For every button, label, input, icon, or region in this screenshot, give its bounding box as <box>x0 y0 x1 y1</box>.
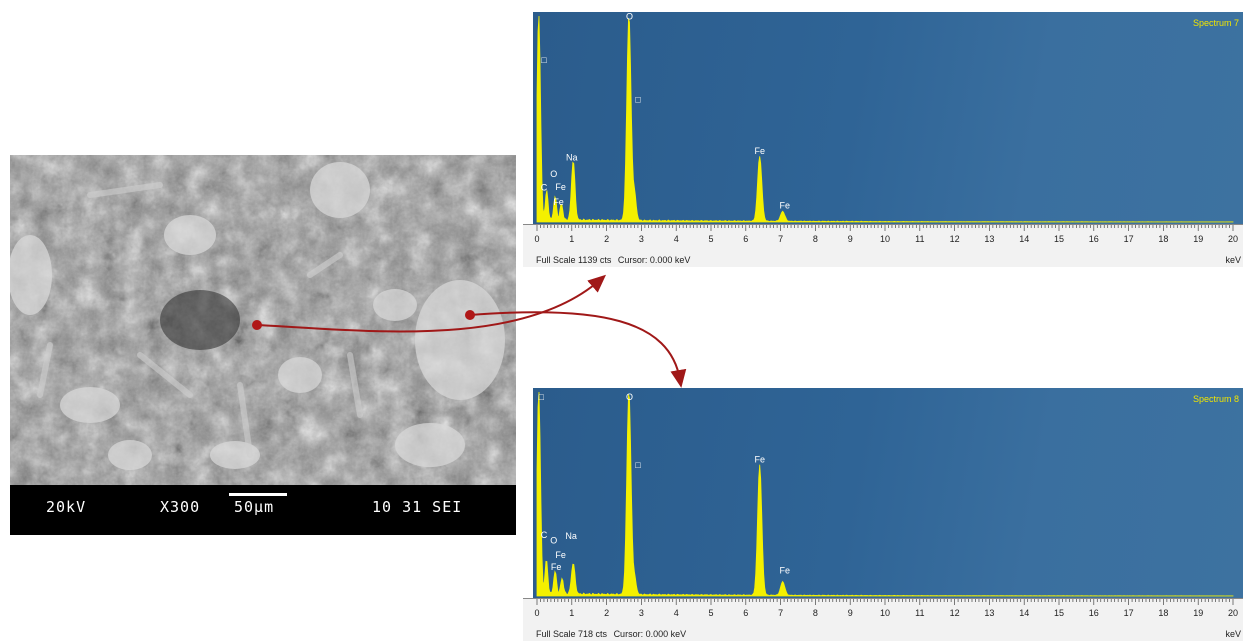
tick-label: 1 <box>569 608 574 618</box>
tick-label: 9 <box>848 608 853 618</box>
sem-voltage: 20kV <box>46 498 87 516</box>
tick-label: 1 <box>569 234 574 244</box>
peak-label: Fe <box>555 550 566 560</box>
tick-label: 18 <box>1158 608 1168 618</box>
tick-label: 20 <box>1228 608 1238 618</box>
tick-label: 13 <box>984 234 994 244</box>
spectrum-axis-svg-bottom: 0 1 2 3 4 5 6 7 8 9 10 11 12 13 14 15 16 17 18 19 20 <box>534 599 1238 618</box>
peak-label: O <box>550 535 557 545</box>
sem-info-bar: 20kV X300 50µm 10 31 SEI <box>10 485 516 535</box>
tick-label: 14 <box>1019 608 1029 618</box>
tick-label: 15 <box>1054 608 1064 618</box>
tick-label: 4 <box>674 608 679 618</box>
cursor-label: Cursor: 0.000 keV <box>617 255 691 265</box>
tick-label: 7 <box>778 608 783 618</box>
full-scale-label: Full Scale 718 cts <box>536 629 608 639</box>
peak-label: Fe <box>553 197 564 207</box>
tick-label: 18 <box>1158 234 1168 244</box>
tick-label: 16 <box>1089 234 1099 244</box>
tick-label: 5 <box>708 234 713 244</box>
sem-micrograph: 20kV X300 50µm 10 31 SEI <box>10 155 516 535</box>
spectrum-title-top: Spectrum 7 <box>1192 18 1239 28</box>
tick-label: 17 <box>1124 234 1134 244</box>
cursor-label: Cursor: 0.000 keV <box>613 629 687 639</box>
tick-label: 12 <box>950 234 960 244</box>
peak-label: C <box>541 530 548 540</box>
peak-label: Fe <box>754 454 765 464</box>
tick-label: 16 <box>1089 608 1099 618</box>
peak-label: □ <box>538 392 544 402</box>
peak-label: Fe <box>551 562 562 572</box>
spectrum-footer-top: Full Scale 1139 cts Cursor: 0.000 keV <box>536 255 694 265</box>
tick-label: 4 <box>674 234 679 244</box>
tick-label: 2 <box>604 234 609 244</box>
peak-label: C <box>541 182 548 192</box>
spectrum-plot-top: □ O □ Na O C Fe Fe Fe Fe Spectrum 7 <box>533 12 1243 224</box>
tick-label: 0 <box>534 608 539 618</box>
axis-unit-label: keV <box>1225 255 1241 265</box>
tick-label: 2 <box>604 608 609 618</box>
sem-code: 10 31 SEI <box>372 498 463 516</box>
sem-magnification: X300 <box>160 498 201 516</box>
tick-label: 13 <box>984 608 994 618</box>
tick-label: 17 <box>1124 608 1134 618</box>
tick-label: 15 <box>1054 234 1064 244</box>
peak-label: □ <box>541 55 547 65</box>
peak-label: □ <box>635 95 641 105</box>
tick-label: 9 <box>848 234 853 244</box>
tick-label: 19 <box>1193 608 1203 618</box>
peak-label: □ <box>635 460 641 470</box>
peak-label: Na <box>566 153 578 163</box>
spectrum-title-bottom: Spectrum 8 <box>1192 394 1239 404</box>
tick-label: 8 <box>813 608 818 618</box>
spectrum-panel-top: □ O □ Na O C Fe Fe Fe Fe Spectrum 7 0 1 2 3 4 5 6 7 8 9 10 1… <box>523 12 1243 267</box>
tick-label: 6 <box>743 608 748 618</box>
tick-label: 5 <box>708 608 713 618</box>
spectrum-axis-bottom: 0 1 2 3 4 5 6 7 8 9 10 11 12 13 14 15 16 17 18 19 20 Full Sc… <box>523 598 1243 641</box>
peak-label: Fe <box>780 565 791 575</box>
tick-label: 7 <box>778 234 783 244</box>
tick-label: 19 <box>1193 234 1203 244</box>
peak-label: O <box>626 12 633 21</box>
sem-scale-line <box>229 493 287 496</box>
tick-label: 11 <box>915 234 924 244</box>
peak-label: O <box>626 392 633 402</box>
full-scale-label: Full Scale 1139 cts <box>536 255 612 265</box>
peak-label: Fe <box>780 200 791 210</box>
peak-label: Fe <box>555 182 566 192</box>
tick-label: 20 <box>1228 234 1238 244</box>
tick-label: 11 <box>915 608 924 618</box>
peak-label: Fe <box>754 146 765 156</box>
peak-label: Na <box>565 531 577 541</box>
axis-unit-label: keV <box>1225 629 1241 639</box>
tick-label: 10 <box>880 608 890 618</box>
spectrum-footer-bottom: Full Scale 718 cts Cursor: 0.000 keV <box>536 629 690 639</box>
sem-texture <box>10 155 516 485</box>
spectrum-series <box>536 391 1234 597</box>
spectrum-series <box>536 15 1234 223</box>
peak-label: O <box>550 169 557 179</box>
spectrum-axis-top: 0 1 2 3 4 5 6 7 8 9 10 11 12 13 14 15 16 17 18 19 20 Full Sc… <box>523 224 1243 267</box>
tick-label: 0 <box>534 234 539 244</box>
spectrum-plot-bottom: □ O □ C O Na Fe Fe Fe Fe Spectrum 8 <box>533 388 1243 598</box>
tick-label: 6 <box>743 234 748 244</box>
tick-label: 10 <box>880 234 890 244</box>
tick-label: 8 <box>813 234 818 244</box>
tick-label: 14 <box>1019 234 1029 244</box>
tick-label: 3 <box>639 608 644 618</box>
spectrum-panel-bottom: □ O □ C O Na Fe Fe Fe Fe Spectrum 8 0 1 2 3 4 5 6 7 8 9 10 1… <box>523 388 1243 641</box>
sem-scale-bar-label: 50µm <box>234 498 275 516</box>
spectrum-axis-svg-top: 0 1 2 3 4 5 6 7 8 9 10 11 12 13 14 15 16 17 18 19 20 <box>534 225 1238 244</box>
sem-image <box>10 155 516 485</box>
tick-label: 12 <box>950 608 960 618</box>
tick-label: 3 <box>639 234 644 244</box>
